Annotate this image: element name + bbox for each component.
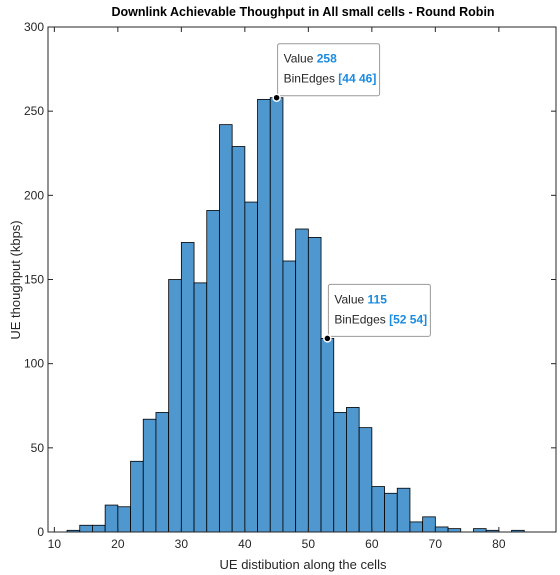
histogram-bar (307, 237, 322, 533)
datatip-value-label: Value (334, 292, 367, 306)
histogram-bar (79, 524, 93, 533)
histogram-bar (282, 260, 297, 533)
datatip-edges-text: BinEdges [44 46] (284, 72, 377, 86)
histogram-bar (473, 528, 487, 533)
datatips-group: Value 258 BinEdges [44 46] Value 115 BinEdg… (272, 43, 431, 343)
histogram-bar (269, 97, 284, 533)
datatip-value-label: Value (284, 52, 317, 66)
datatip-value: 115 (368, 292, 388, 306)
datatip-box (277, 43, 381, 97)
histogram-bar (333, 412, 347, 533)
histogram-bar (130, 460, 144, 533)
histogram-bar (358, 427, 373, 533)
histogram-bar (206, 210, 220, 533)
histogram-bar (142, 418, 157, 533)
datatip-marker[interactable] (323, 334, 332, 343)
datatip-edges: [44 46] (338, 72, 376, 86)
histogram-bar (409, 521, 424, 533)
datatip-edges-label: BinEdges (334, 312, 389, 326)
histogram-bar (180, 242, 195, 533)
datatip-edges-label: BinEdges (284, 72, 339, 86)
histogram-bar (434, 526, 449, 533)
datatip-value: 258 (317, 52, 337, 66)
histogram-bar (244, 201, 258, 533)
y-tick-label: 50 (31, 441, 45, 455)
histogram-bar (447, 528, 462, 533)
chart-title: Downlink Achievable Thoughput in All sma… (111, 5, 494, 19)
x-tick-label: 50 (302, 537, 316, 551)
histogram-bar (92, 524, 106, 533)
y-tick-label: 250 (24, 104, 44, 118)
histogram-bar (117, 506, 131, 533)
x-tick-label: 40 (238, 537, 252, 551)
y-axis-label: UE thoughput (kbps) (8, 220, 23, 339)
datatip-marker[interactable] (272, 93, 281, 102)
histogram-bar (371, 486, 385, 533)
x-axis-label: UE distibution along the cells (220, 557, 387, 572)
histogram-bar (422, 516, 436, 533)
histogram-bar (155, 412, 170, 533)
histogram-bar (320, 338, 335, 533)
y-tick-label: 150 (24, 273, 44, 287)
x-tick-label: 10 (48, 537, 62, 551)
y-tick-label: 300 (24, 20, 44, 34)
histogram-bar (384, 492, 398, 533)
x-tick-label: 60 (365, 537, 379, 551)
histogram-bar (219, 124, 233, 533)
x-tick-label: 20 (111, 537, 125, 551)
histogram-bar (104, 504, 119, 533)
datatip-edges: [52 54] (389, 312, 427, 326)
histogram-bar (193, 282, 208, 533)
bars-group (66, 97, 525, 533)
histogram-bar (231, 146, 246, 533)
y-ticks-group: 0 50 100 150 200 250 300 (24, 20, 556, 539)
x-tick-label: 30 (175, 537, 189, 551)
y-tick-label: 0 (37, 525, 44, 539)
datatip-value-text: Value 115 (334, 292, 387, 306)
histogram-bar (346, 407, 360, 533)
histogram-bar (168, 279, 182, 533)
datatip-box (327, 283, 431, 337)
y-tick-label: 100 (24, 357, 44, 371)
histogram-bar (295, 228, 309, 533)
histogram-bar (257, 98, 271, 533)
x-ticks-group: 10 20 30 40 50 60 70 80 (48, 27, 506, 551)
x-tick-label: 80 (492, 537, 506, 551)
histogram-bar (396, 487, 411, 533)
datatip-value-text: Value 258 (284, 52, 337, 66)
x-tick-label: 70 (429, 537, 443, 551)
datatip-edges-text: BinEdges [52 54] (334, 312, 427, 326)
y-tick-label: 200 (24, 188, 44, 202)
